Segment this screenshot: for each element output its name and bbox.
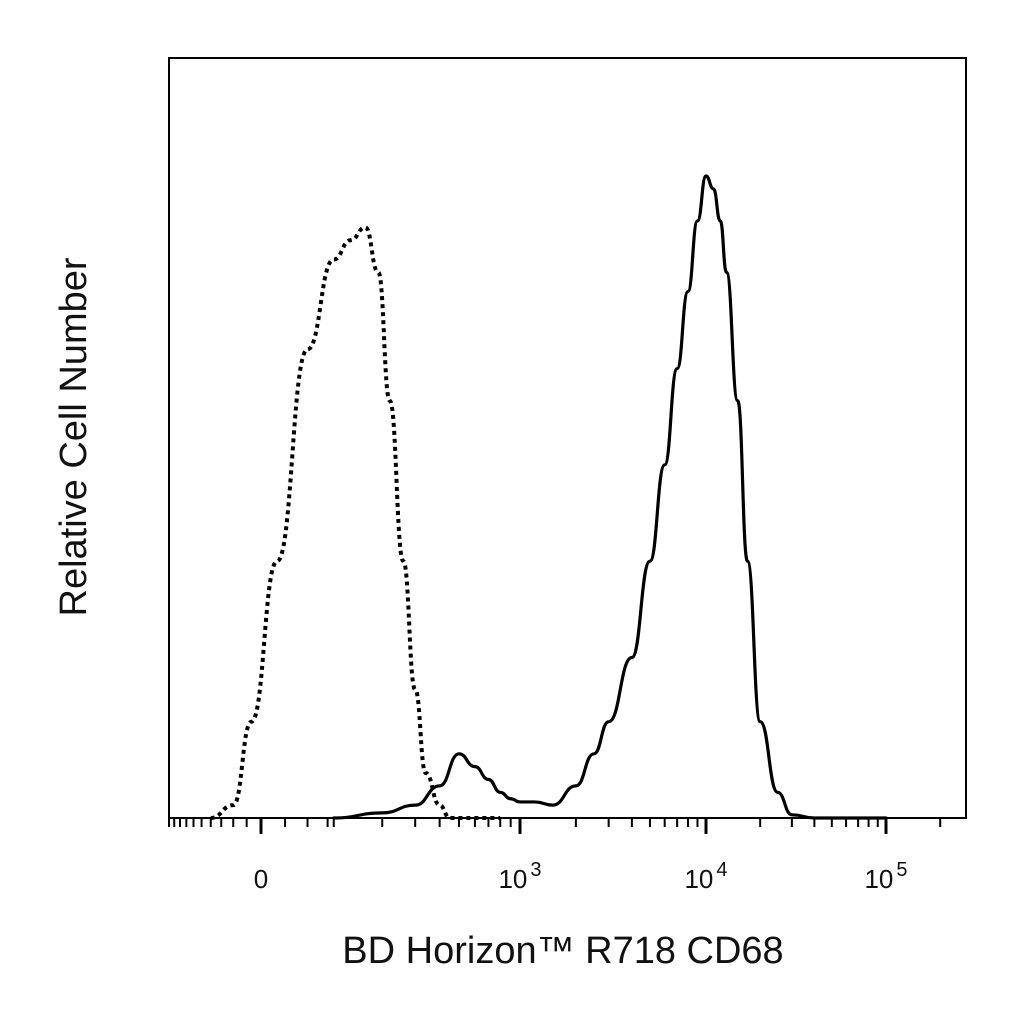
x-axis-title: BD Horizon™ R718 CD68 [342, 930, 783, 972]
plot-frame [168, 57, 967, 819]
x-tick-label: 10 5 [864, 859, 907, 894]
series-solid-line [332, 174, 888, 820]
x-tick-label: 10 4 [684, 859, 727, 894]
series-layer [210, 174, 966, 820]
series-dotted-line [210, 225, 501, 820]
y-axis-title: Relative Cell Number [53, 257, 95, 616]
x-tick-label: 0 [254, 864, 268, 894]
x-axis-ticks [168, 818, 942, 834]
x-axis-tick-labels: 0 10 3 10 4 10 5 [254, 859, 908, 894]
x-tick-label: 10 3 [498, 859, 541, 894]
